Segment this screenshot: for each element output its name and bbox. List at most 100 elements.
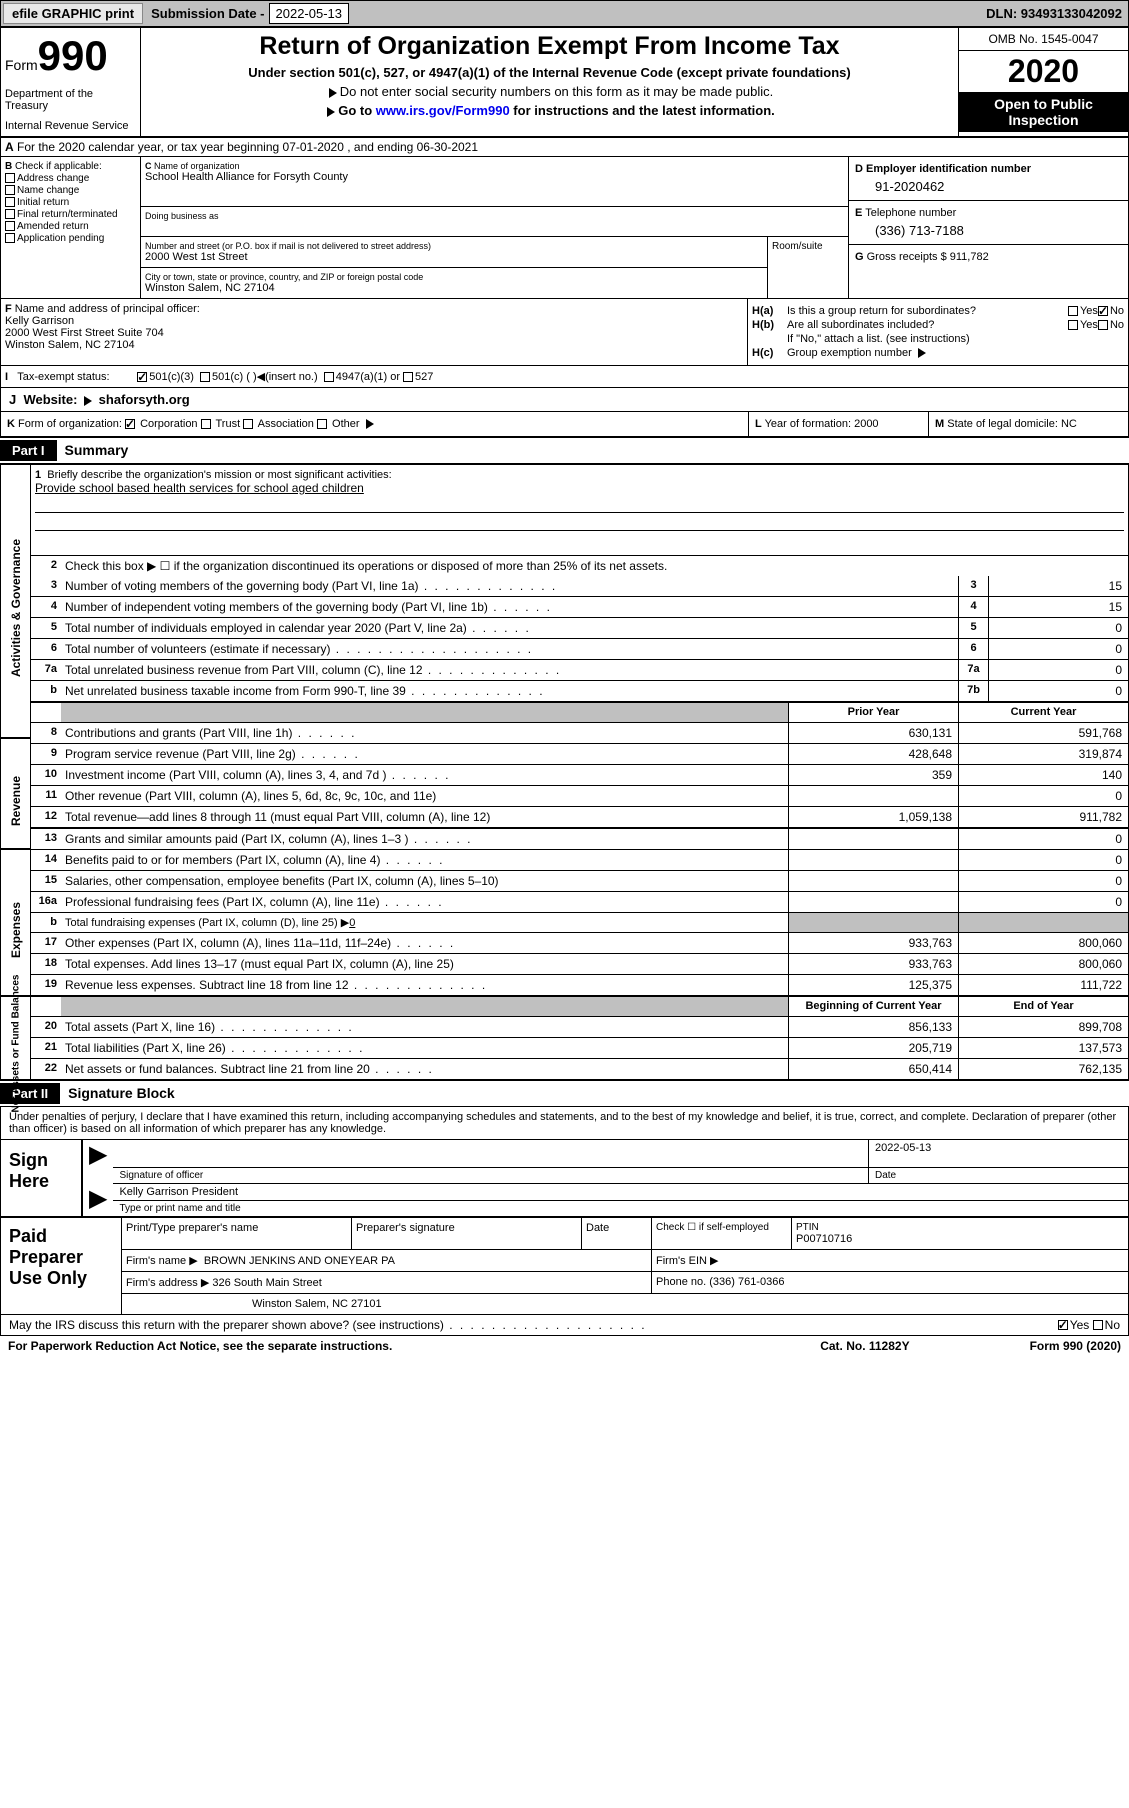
sig-officer-label: Signature of officer [113,1168,868,1183]
checkbox-address[interactable] [5,173,15,183]
b21: 205,719 [788,1038,958,1058]
gross-value: 911,782 [950,251,989,263]
room-suite: Room/suite [768,237,848,298]
tax-year: 2020 [959,51,1128,92]
p8: 630,131 [788,723,958,743]
v7b: 0 [988,681,1128,701]
mission-text: Provide school based health services for… [35,481,1124,495]
p9: 428,648 [788,744,958,764]
l11: Other revenue (Part VIII, column (A), li… [61,786,788,806]
c12: 911,782 [958,807,1128,827]
prep-sig-label: Preparer's signature [352,1218,582,1249]
city-label: City or town, state or province, country… [145,272,763,282]
discuss-yes[interactable] [1058,1320,1068,1330]
chk-trust[interactable] [201,419,211,429]
l22: Net assets or fund balances. Subtract li… [61,1059,788,1079]
c14: 0 [958,850,1128,870]
ssn-warning: Do not enter social security numbers on … [145,84,954,99]
hb-no[interactable] [1098,320,1108,330]
officer-name: Kelly Garrison [5,315,743,327]
phone-label: Phone no. [656,1276,709,1288]
checkbox-application[interactable] [5,233,15,243]
l15: Salaries, other compensation, employee b… [61,871,788,891]
form-header: Form 990 Department of the Treasury Inte… [0,27,1129,138]
paid-preparer-label: Paid Preparer Use Only [1,1218,121,1314]
l7a: Total unrelated business revenue from Pa… [61,660,958,680]
checkbox-amended[interactable] [5,221,15,231]
efile-print-button[interactable]: efile GRAPHIC print [3,3,143,24]
street-value: 2000 West 1st Street [145,251,763,263]
ha-no[interactable] [1098,306,1108,316]
v5: 0 [988,618,1128,638]
sidebar-governance: Activities & Governance [9,508,23,708]
chk-corp[interactable] [125,419,135,429]
name-title-value: Kelly Garrison President [113,1184,1128,1201]
omb-number: OMB No. 1545-0047 [959,28,1128,51]
b20: 856,133 [788,1017,958,1037]
v4: 15 [988,597,1128,617]
prior-year-head: Prior Year [788,703,958,722]
part1-header: Part ISummary [0,438,1129,464]
e20: 899,708 [958,1017,1128,1037]
officer-h-row: F Name and address of principal officer:… [0,299,1129,366]
sidebar-revenue: Revenue [9,751,23,851]
chk-assoc[interactable] [243,419,253,429]
p16a [788,892,958,912]
dln: DLN: 93493133042092 [982,6,1126,21]
e21: 137,573 [958,1038,1128,1058]
l12: Total revenue—add lines 8 through 11 (mu… [61,807,788,827]
hb-yes[interactable] [1068,320,1078,330]
b22: 650,414 [788,1059,958,1079]
sign-here: Sign Here [1,1140,81,1216]
chk-4947[interactable] [324,372,334,382]
l19: Revenue less expenses. Subtract line 18 … [61,975,788,995]
chk-501c[interactable] [200,372,210,382]
officer-addr1: 2000 West First Street Suite 704 [5,327,743,339]
p11 [788,786,958,806]
c10: 140 [958,765,1128,785]
current-year-head: Current Year [958,703,1128,722]
l5: Total number of individuals employed in … [61,618,958,638]
open-inspection: Open to Public Inspection [959,92,1128,132]
type-name-label: Type or print name and title [113,1201,1128,1216]
part2-header: Part IISignature Block [0,1081,1129,1107]
l21: Total liabilities (Part X, line 26) [61,1038,788,1058]
discuss-text: May the IRS discuss this return with the… [9,1318,647,1332]
p16b [788,913,958,932]
chk-501c3[interactable] [137,372,147,382]
l7b: Net unrelated business taxable income fr… [61,681,958,701]
end-year-head: End of Year [958,997,1128,1016]
begin-year-head: Beginning of Current Year [788,997,958,1016]
firm-name-label: Firm's name ▶ [126,1255,198,1267]
v3: 15 [988,576,1128,596]
p12: 1,059,138 [788,807,958,827]
c8: 591,768 [958,723,1128,743]
c17: 800,060 [958,933,1128,953]
checkbox-initial[interactable] [5,197,15,207]
c16a: 0 [958,892,1128,912]
submission-label: Submission Date - [147,6,268,21]
ha-yes[interactable] [1068,306,1078,316]
checkbox-name[interactable] [5,185,15,195]
footer: For Paperwork Reduction Act Notice, see … [0,1336,1129,1356]
chk-527[interactable] [403,372,413,382]
p15 [788,871,958,891]
discuss-no[interactable] [1093,1320,1103,1330]
sig-date-label: Date [868,1168,1128,1183]
p17: 933,763 [788,933,958,953]
officer-addr2: Winston Salem, NC 27104 [5,339,743,351]
p14 [788,850,958,870]
checkbox-final[interactable] [5,209,15,219]
hc-text: Group exemption number [787,347,1124,359]
l6: Total number of volunteers (estimate if … [61,639,958,659]
firm-addr2: Winston Salem, NC 27101 [122,1294,386,1314]
prep-date-label: Date [582,1218,652,1249]
l8: Contributions and grants (Part VIII, lin… [61,723,788,743]
form-number: 990 [38,32,108,80]
state-domicile: NC [1061,418,1077,430]
l14: Benefits paid to or for members (Part IX… [61,850,788,870]
check-applicable: B Check if applicable: Address change Na… [1,157,141,298]
irs-link[interactable]: www.irs.gov/Form990 [376,103,510,118]
chk-other[interactable] [317,419,327,429]
print-name-label: Print/Type preparer's name [122,1218,352,1249]
